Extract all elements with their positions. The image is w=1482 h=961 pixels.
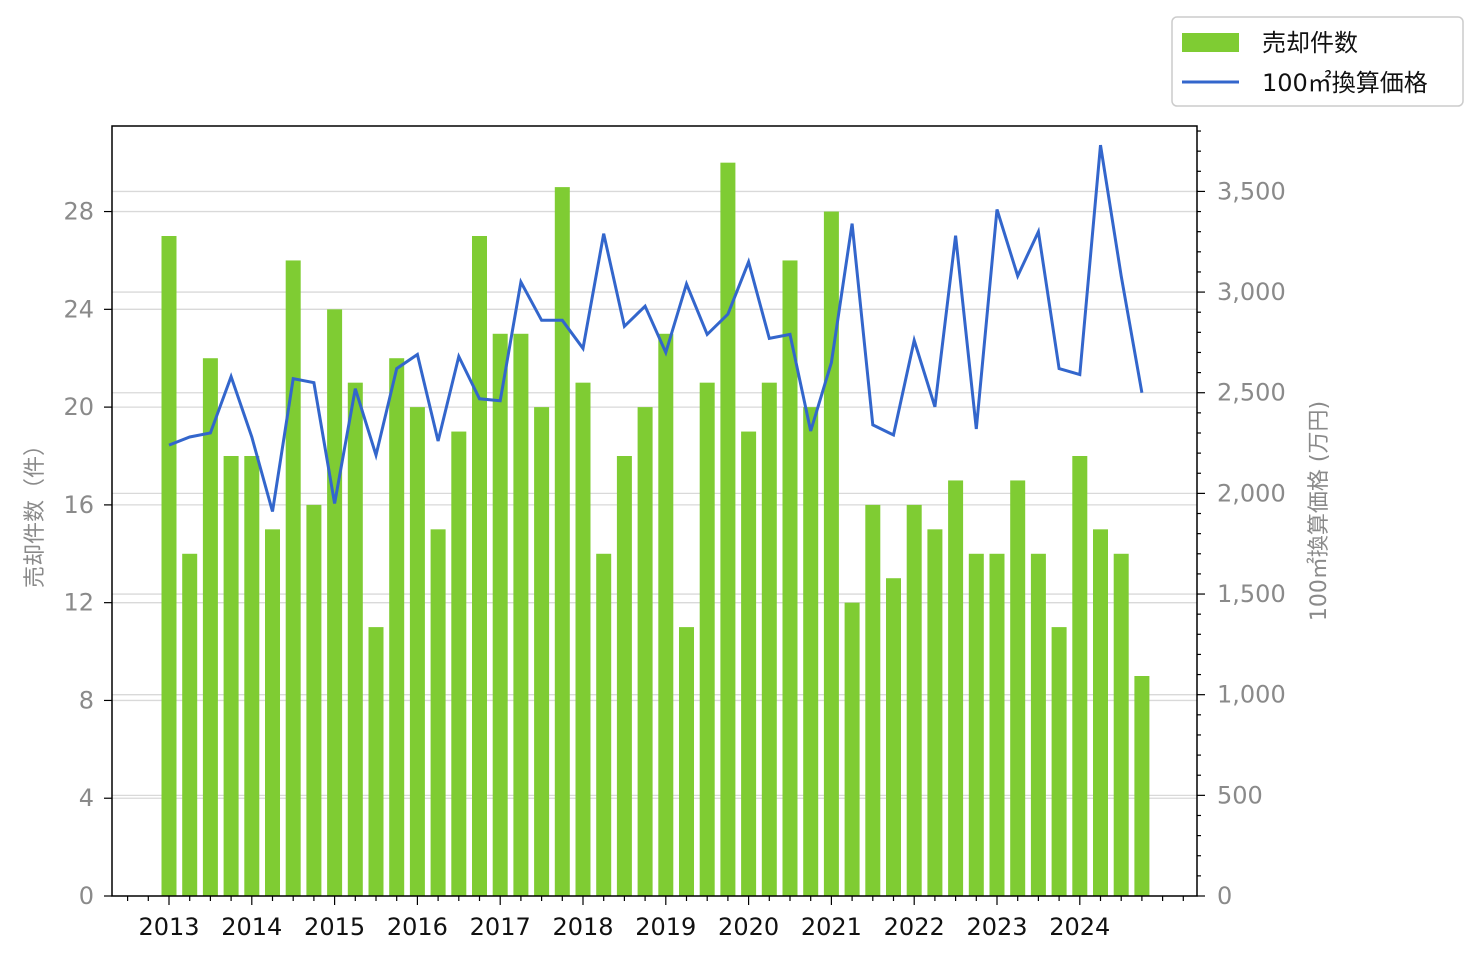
left-tick-label: 20 xyxy=(63,393,94,421)
bar xyxy=(616,456,632,896)
bar xyxy=(699,382,715,897)
bar xyxy=(782,260,798,896)
bar xyxy=(575,382,591,897)
bar xyxy=(761,382,777,897)
x-tick-label: 2015 xyxy=(304,913,365,941)
x-tick-label: 2013 xyxy=(138,913,199,941)
left-tick-label: 12 xyxy=(63,589,94,617)
x-axis: 2013 2014 2015 2016 2017 2018 2019 2020 2021 2022… xyxy=(126,896,1184,941)
plot-frame xyxy=(111,125,1198,897)
line-series xyxy=(168,144,1144,512)
bar-series xyxy=(161,162,1150,897)
bar xyxy=(492,333,508,896)
x-tick-label: 2017 xyxy=(470,913,531,941)
right-tick-label: 1,000 xyxy=(1217,681,1286,709)
bar xyxy=(347,382,363,897)
bar xyxy=(409,407,425,896)
bar xyxy=(927,529,943,896)
right-tick-label: 3,500 xyxy=(1217,177,1286,205)
bar xyxy=(1113,553,1129,896)
bar xyxy=(989,553,1005,896)
bar xyxy=(596,553,612,896)
bar xyxy=(1093,529,1108,896)
x-tick-label: 2024 xyxy=(1049,913,1110,941)
bar xyxy=(430,529,446,896)
bar xyxy=(637,407,653,896)
bar xyxy=(906,504,922,896)
bar xyxy=(658,333,674,896)
bar xyxy=(844,602,860,896)
left-tick-label: 24 xyxy=(63,295,94,323)
bar xyxy=(472,236,487,896)
bar xyxy=(865,504,881,896)
bar xyxy=(202,358,218,896)
bar xyxy=(223,456,239,896)
bar xyxy=(679,627,694,896)
left-tick-label: 4 xyxy=(79,784,94,812)
x-tick-label: 2021 xyxy=(801,913,862,941)
right-y-axis: 0 500 1,000 1,500 2,000 2,500 3,000 3,500 xyxy=(1197,130,1286,910)
bar xyxy=(1072,456,1088,896)
left-tick-label: 28 xyxy=(63,198,94,226)
right-tick-label: 0 xyxy=(1217,882,1232,910)
bar xyxy=(389,358,405,896)
x-tick-label: 2023 xyxy=(966,913,1027,941)
x-tick-label: 2014 xyxy=(221,913,282,941)
legend-bar-swatch xyxy=(1182,33,1239,52)
bar xyxy=(1010,480,1026,896)
x-tick-label: 2022 xyxy=(884,913,945,941)
bar xyxy=(1134,676,1150,896)
x-tick-label: 2020 xyxy=(718,913,779,941)
bar xyxy=(534,407,550,896)
bar xyxy=(451,431,467,896)
bar xyxy=(720,162,736,896)
right-tick-label: 2,500 xyxy=(1217,379,1286,407)
bar xyxy=(327,309,343,896)
bar xyxy=(968,553,984,896)
x-tick-label: 2018 xyxy=(552,913,613,941)
bar xyxy=(161,236,177,896)
legend: 売却件数 100㎡換算価格 xyxy=(1171,16,1464,107)
left-y-axis: 0 4 8 12 16 20 24 28 xyxy=(63,198,112,910)
bar xyxy=(368,627,384,896)
bar xyxy=(803,407,819,896)
bar xyxy=(886,578,901,896)
right-tick-label: 500 xyxy=(1217,781,1263,809)
bar xyxy=(1051,627,1067,896)
left-tick-label: 16 xyxy=(63,491,94,519)
bar xyxy=(306,504,322,896)
bar xyxy=(823,211,839,897)
left-tick-label: 8 xyxy=(79,686,94,714)
x-tick-label: 2016 xyxy=(387,913,448,941)
bar xyxy=(265,529,280,896)
bar xyxy=(182,553,198,896)
right-tick-label: 1,500 xyxy=(1217,580,1286,608)
bar xyxy=(244,456,260,896)
bar xyxy=(513,333,529,896)
left-tick-label: 0 xyxy=(79,882,94,910)
x-tick-label: 2019 xyxy=(635,913,696,941)
left-axis-title: 売却件数（件） xyxy=(23,434,48,588)
bar xyxy=(741,431,757,896)
right-tick-label: 2,000 xyxy=(1217,479,1286,507)
right-axis-title: 100㎡換算価格 (万円) xyxy=(1306,401,1332,621)
right-tick-label: 3,000 xyxy=(1217,278,1286,306)
bar xyxy=(285,260,301,896)
legend-frame xyxy=(1171,16,1464,107)
bar xyxy=(1030,553,1046,896)
legend-line-label: 100㎡換算価格 xyxy=(1262,69,1428,97)
bar xyxy=(948,480,964,896)
bar xyxy=(554,187,570,897)
price-line xyxy=(168,144,1144,512)
legend-bar-label: 売却件数 xyxy=(1262,29,1358,57)
